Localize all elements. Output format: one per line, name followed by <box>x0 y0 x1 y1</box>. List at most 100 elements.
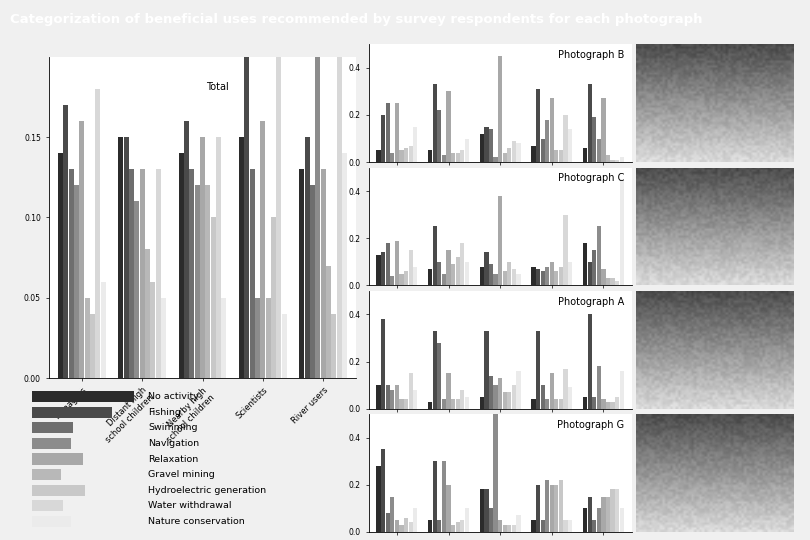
Bar <box>606 155 610 162</box>
Bar <box>390 276 394 285</box>
Bar <box>592 250 596 285</box>
Bar <box>531 520 535 532</box>
Bar <box>394 520 399 532</box>
Bar <box>559 399 563 409</box>
Text: Water withdrawal: Water withdrawal <box>148 501 232 510</box>
Bar <box>32 484 86 496</box>
Bar <box>460 150 464 162</box>
Bar <box>85 298 90 378</box>
Bar <box>592 397 596 409</box>
Bar <box>337 0 342 378</box>
Bar <box>451 525 455 532</box>
Bar <box>145 249 150 378</box>
Bar <box>620 179 624 285</box>
Bar <box>489 129 493 162</box>
Bar <box>129 169 134 378</box>
Bar <box>161 298 166 378</box>
Bar <box>611 489 615 532</box>
Bar <box>455 257 460 285</box>
Bar <box>465 508 469 532</box>
Bar <box>299 169 305 378</box>
Bar <box>550 262 554 285</box>
Bar <box>100 282 106 378</box>
Bar <box>592 520 596 532</box>
Bar <box>408 523 413 532</box>
Bar <box>550 373 554 409</box>
Bar <box>377 385 381 409</box>
Text: No activity: No activity <box>148 392 199 401</box>
Bar <box>620 371 624 409</box>
Bar <box>498 56 502 162</box>
Bar <box>455 523 460 532</box>
Bar <box>386 243 390 285</box>
Bar <box>428 269 433 285</box>
Bar <box>266 298 271 378</box>
Bar <box>381 115 386 162</box>
Bar <box>606 497 610 532</box>
Bar <box>601 269 606 285</box>
Bar <box>433 84 437 162</box>
Bar <box>601 497 606 532</box>
Bar <box>32 454 83 464</box>
Bar <box>32 407 112 418</box>
Bar <box>611 160 615 162</box>
Bar <box>446 250 450 285</box>
Bar <box>386 103 390 162</box>
Bar <box>305 137 309 378</box>
Bar <box>550 98 554 162</box>
Bar <box>601 98 606 162</box>
Bar <box>428 520 433 532</box>
Bar <box>517 371 521 409</box>
Bar <box>321 169 326 378</box>
Text: Photograph A: Photograph A <box>557 296 624 307</box>
Bar <box>377 150 381 162</box>
Bar <box>96 89 100 378</box>
Bar <box>249 169 254 378</box>
Bar <box>484 489 488 532</box>
Bar <box>178 153 184 378</box>
Bar <box>568 129 572 162</box>
Bar <box>480 397 484 409</box>
Bar <box>536 485 540 532</box>
Bar <box>480 489 484 532</box>
Bar <box>489 376 493 409</box>
Bar <box>134 201 139 378</box>
Text: Navigation: Navigation <box>148 439 199 448</box>
Text: Photograph C: Photograph C <box>557 173 624 184</box>
Bar <box>615 397 620 409</box>
Bar <box>433 226 437 285</box>
Bar <box>545 267 549 285</box>
Bar <box>615 281 620 285</box>
Bar <box>342 153 347 378</box>
Bar <box>620 508 624 532</box>
Bar <box>597 508 601 532</box>
Bar <box>221 298 227 378</box>
Bar <box>315 24 320 378</box>
Bar <box>390 390 394 409</box>
Bar <box>124 137 129 378</box>
Bar <box>437 262 441 285</box>
Bar <box>545 480 549 532</box>
Bar <box>32 500 63 511</box>
Bar <box>583 243 587 285</box>
Bar <box>381 252 386 285</box>
Bar <box>32 422 73 434</box>
Bar <box>404 518 408 532</box>
Bar <box>465 397 469 409</box>
Bar <box>433 461 437 532</box>
Bar <box>531 146 535 162</box>
Bar <box>554 150 558 162</box>
Bar <box>564 520 568 532</box>
Bar <box>498 378 502 409</box>
Bar <box>540 271 545 285</box>
Bar <box>554 271 558 285</box>
Bar <box>399 150 403 162</box>
Bar <box>493 274 497 285</box>
Bar <box>390 497 394 532</box>
Bar <box>200 137 205 378</box>
Bar <box>503 271 507 285</box>
Bar <box>326 266 331 378</box>
Bar <box>531 399 535 409</box>
Bar <box>413 127 417 162</box>
Bar <box>531 267 535 285</box>
